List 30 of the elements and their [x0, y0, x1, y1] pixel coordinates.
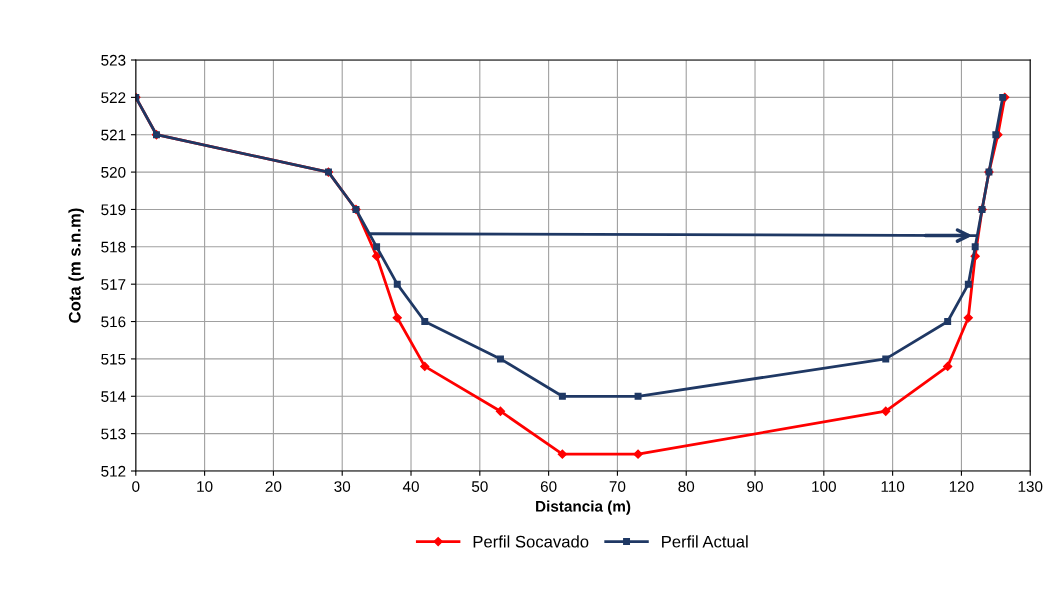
x-tick-label: 20	[265, 481, 282, 492]
y-tick-label: 513	[101, 428, 126, 440]
x-tick-label: 130	[1018, 481, 1043, 492]
x-tick-label: 50	[471, 481, 488, 492]
x-tick-label: 70	[609, 481, 626, 492]
x-tick-label: 10	[197, 481, 213, 492]
y-tick-label: 517	[101, 279, 126, 290]
y-tick-label: 522	[101, 92, 126, 104]
y-tick-label: 521	[101, 129, 126, 141]
y-tick-label: 515	[101, 353, 126, 365]
x-tick-label: 120	[949, 481, 974, 492]
y-axis-title: Cota (m s.n.m)	[68, 208, 84, 323]
y-tick-label: 523	[101, 54, 126, 66]
x-tick-label: 80	[678, 481, 695, 492]
y-tick-label: 518	[101, 241, 126, 253]
y-tick-label: 520	[101, 166, 126, 178]
x-tick-label: 100	[812, 481, 836, 492]
x-tick-label: 30	[334, 481, 351, 492]
x-tick-label: 40	[402, 481, 419, 492]
y-tick-label: 512	[101, 465, 126, 477]
y-tick-label: 519	[101, 204, 126, 216]
legend-label: Perfil Socavado	[473, 535, 589, 548]
y-tick-label: 516	[101, 316, 126, 328]
x-axis-title: Distancia (m)	[536, 500, 631, 515]
x-tick-label: 110	[881, 481, 905, 492]
x-tick-label: 90	[747, 481, 763, 492]
y-tick-label: 514	[101, 391, 126, 402]
x-tick-label: 60	[540, 481, 557, 492]
legend-label: Perfil Actual	[662, 535, 748, 548]
x-tick-label: 0	[132, 481, 140, 492]
